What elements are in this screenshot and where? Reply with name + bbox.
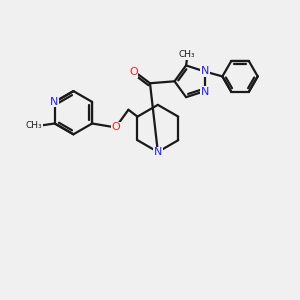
Text: CH₃: CH₃ xyxy=(179,50,195,59)
Text: O: O xyxy=(129,68,138,77)
Text: CH₃: CH₃ xyxy=(26,121,42,130)
Text: N: N xyxy=(200,87,209,97)
Text: N: N xyxy=(201,66,209,76)
Text: N: N xyxy=(50,97,58,107)
Text: N: N xyxy=(154,148,162,158)
Text: O: O xyxy=(111,122,120,132)
